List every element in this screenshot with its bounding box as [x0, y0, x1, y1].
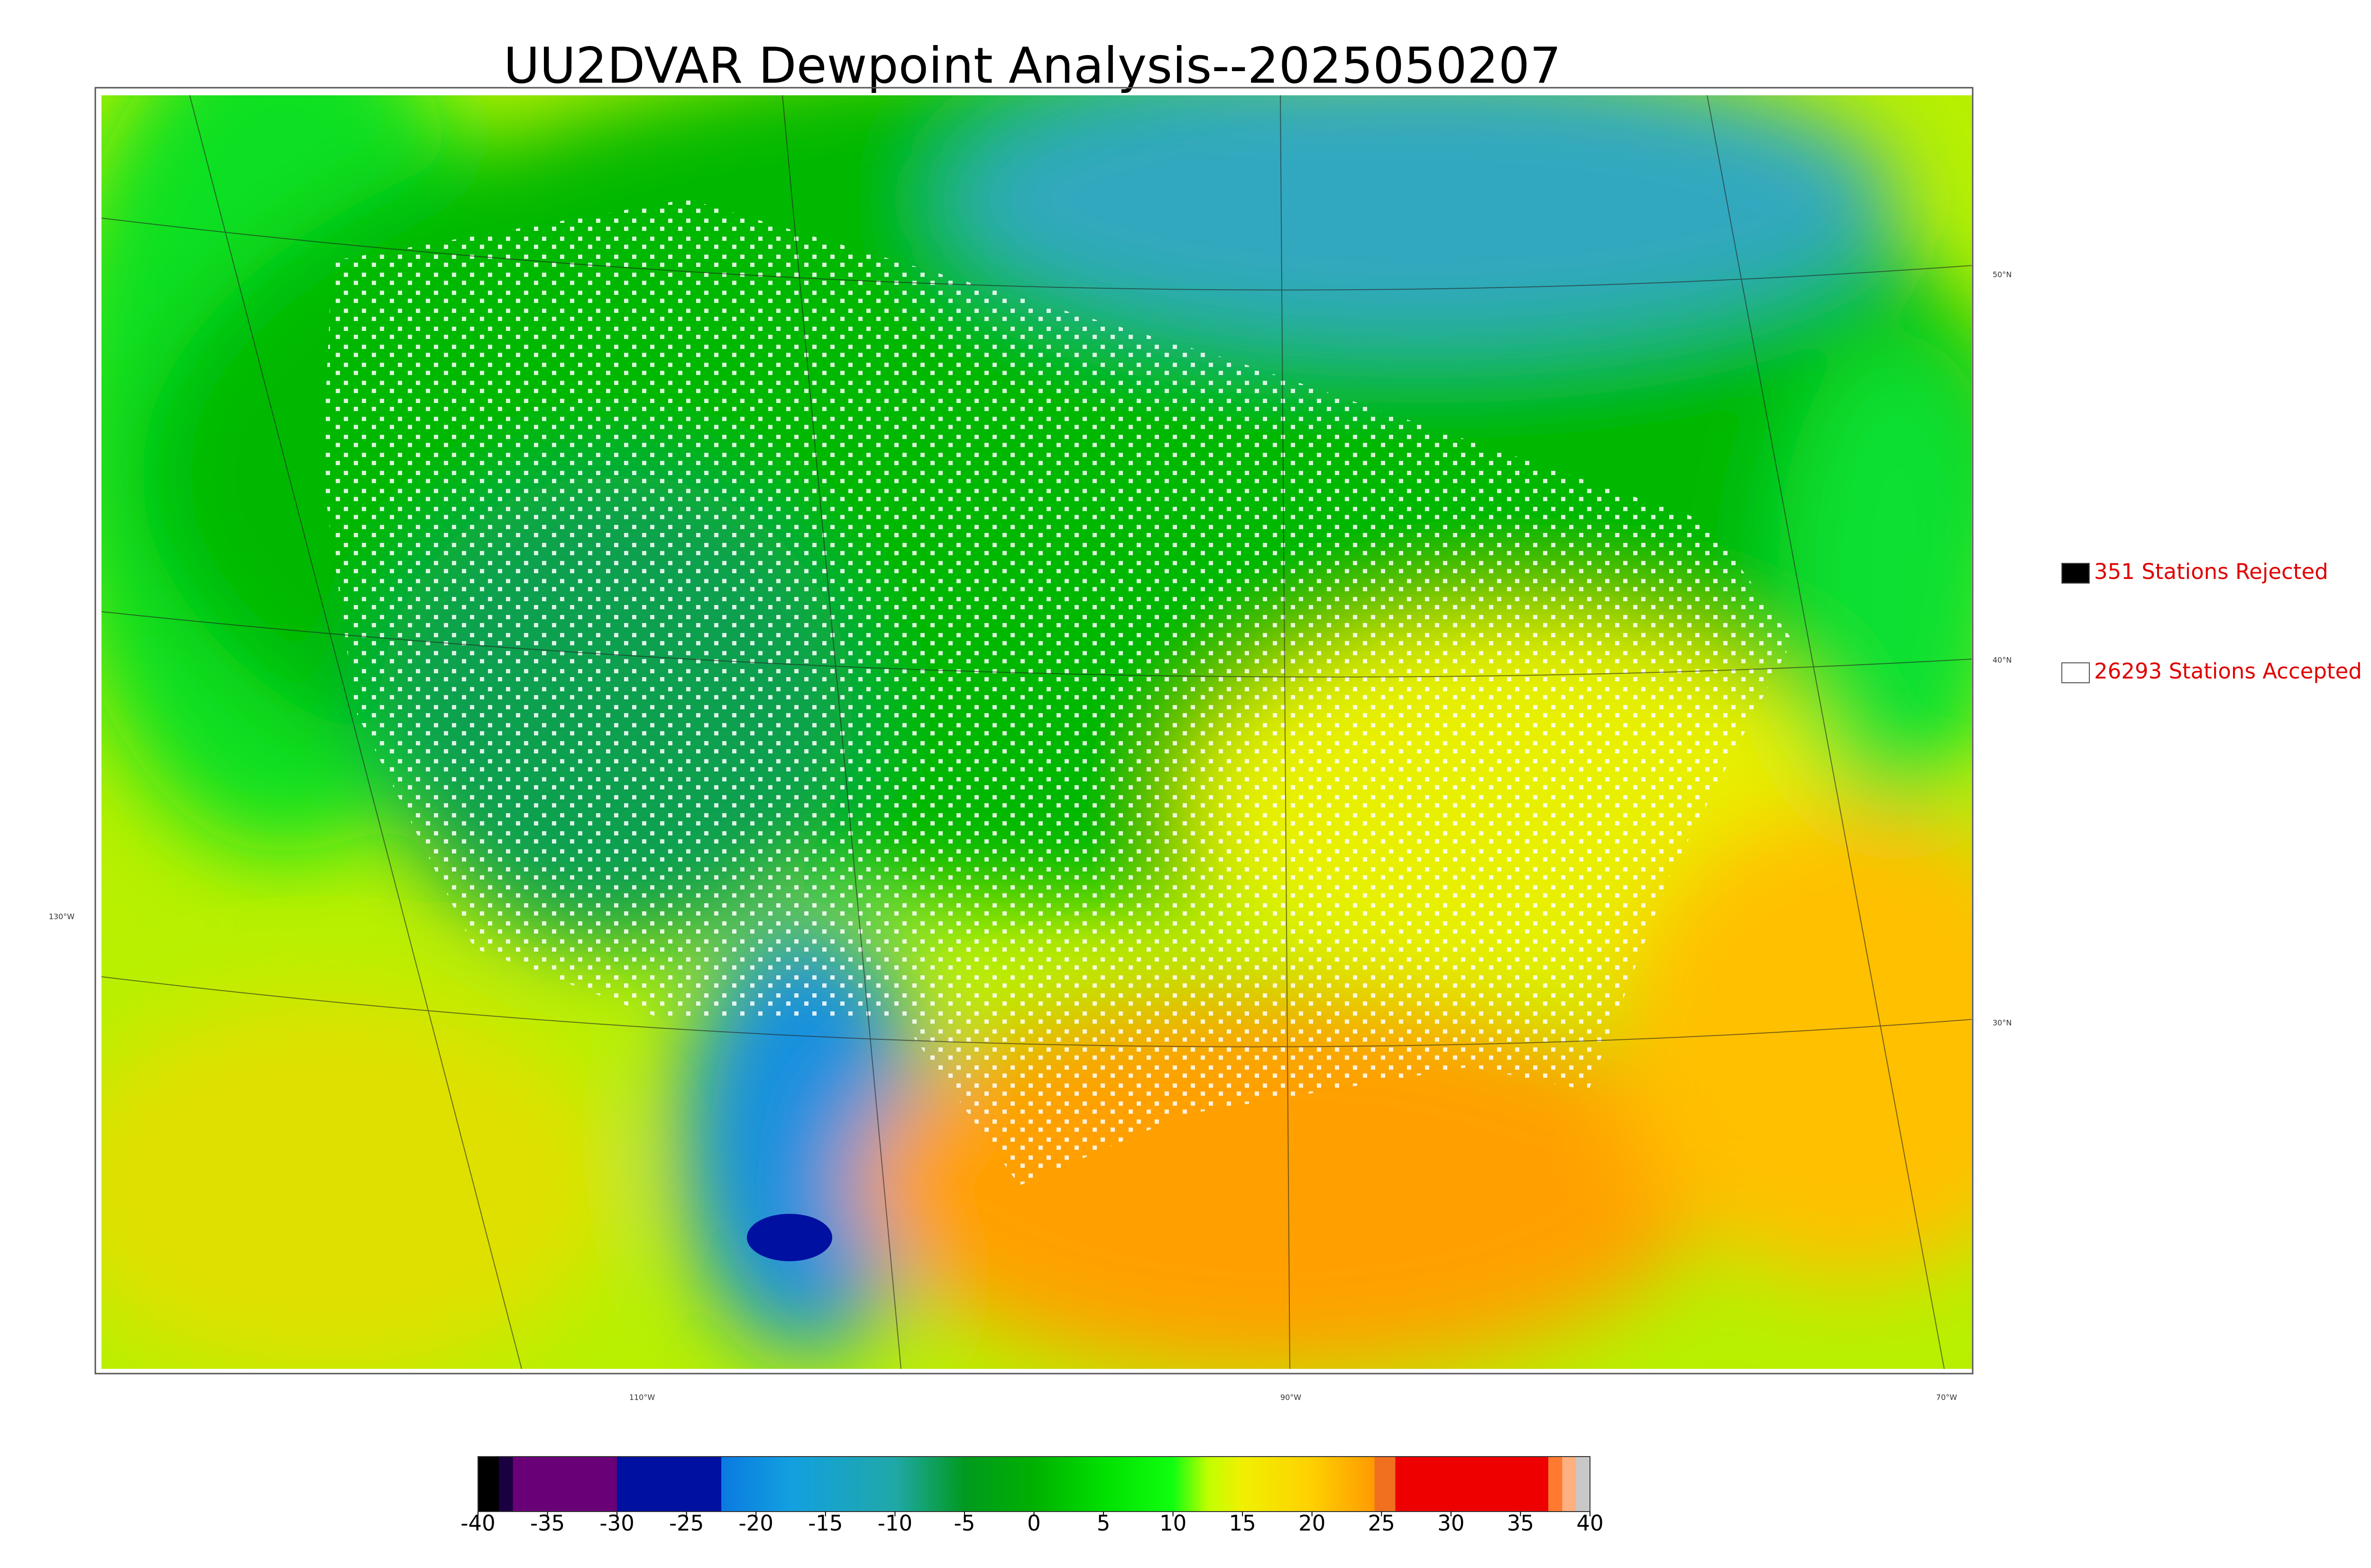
- colorbar-tick-label: 10: [1159, 1511, 1186, 1536]
- lat-label: 50°N: [1993, 270, 2012, 279]
- colorbar-tick-label: 5: [1097, 1511, 1111, 1536]
- colorbar-tick-label: -35: [530, 1511, 565, 1536]
- lon-label: 90°W: [1280, 1393, 1301, 1402]
- legend-label: 26293 Stations Accepted: [2094, 659, 2362, 684]
- colorbar-tick-label: 25: [1368, 1511, 1395, 1536]
- colorbar-tick-label: 15: [1229, 1511, 1256, 1536]
- lat-label: 40°N: [1993, 656, 2012, 665]
- lon-label: 70°W: [1936, 1393, 1957, 1402]
- colorbar-tick-label: -10: [878, 1511, 913, 1536]
- colorbar-tick-label: 40: [1576, 1511, 1603, 1536]
- legend-swatch: [2061, 563, 2090, 584]
- lon-label: 130°W: [49, 912, 75, 921]
- colorbar-tick-label: -15: [808, 1511, 843, 1536]
- colorbar-tick-label: -25: [669, 1511, 704, 1536]
- colorbar-tick-label: -30: [599, 1511, 634, 1536]
- map: [101, 95, 1972, 1369]
- colorbar: [478, 1456, 1590, 1512]
- colorbar-tick-label: -5: [954, 1511, 975, 1536]
- lon-label: 110°W: [629, 1393, 655, 1402]
- colorbar-tick-label: 0: [1027, 1511, 1041, 1536]
- colorbar-tick-label: 35: [1507, 1511, 1534, 1536]
- legend-label: 351 Stations Rejected: [2094, 559, 2328, 584]
- legend-swatch: [2061, 662, 2090, 683]
- colorbar-tick-label: 30: [1437, 1511, 1464, 1536]
- map-frame: [94, 87, 1974, 1375]
- colorbar-tick-label: -40: [460, 1511, 496, 1536]
- title: UU2DVAR Dewpoint Analysis--2025050207: [504, 37, 1561, 94]
- colorbar-tick-label: -20: [739, 1511, 774, 1536]
- colorbar-tick-label: 20: [1298, 1511, 1325, 1536]
- lat-label: 30°N: [1993, 1018, 2012, 1027]
